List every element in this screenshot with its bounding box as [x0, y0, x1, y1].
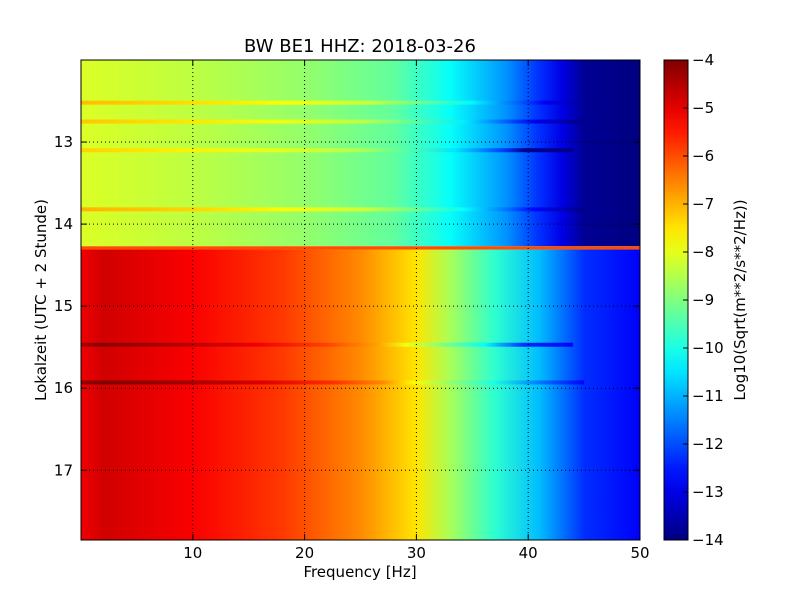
colorbar-tick-label: −9 — [692, 291, 714, 309]
x-tick-label: 30 — [407, 544, 426, 562]
y-tick-label: 17 — [54, 461, 73, 479]
spectrogram-regime — [81, 60, 640, 247]
colorbar-tick-label: −8 — [692, 243, 714, 261]
transition-band — [81, 246, 640, 250]
plot-frame — [80, 59, 641, 541]
spectrogram-regime — [81, 249, 640, 540]
colorbar-ticks: −4 −5 −6 −7 −8 −9 −10 −11 −12 −13 −14 — [683, 51, 724, 549]
x-axis-label: Frequency [Hz] — [303, 563, 416, 581]
colorbar-tick-label: −6 — [692, 147, 714, 165]
x-tick-label: 10 — [183, 544, 202, 562]
colorbar-tick-label: −13 — [692, 483, 724, 501]
axis-ticks: 10 20 30 40 50 13 14 15 16 17 — [54, 60, 650, 562]
y-tick-label: 14 — [54, 215, 73, 233]
grid-lines — [81, 60, 640, 540]
x-tick-label: 40 — [519, 544, 538, 562]
spectral-streak — [81, 119, 585, 124]
colorbar-tick-label: −12 — [692, 435, 724, 453]
spectral-streak — [81, 207, 585, 212]
y-tick-label: 15 — [54, 297, 73, 315]
spectral-streak — [81, 148, 573, 153]
y-tick-label: 13 — [54, 133, 73, 151]
x-tick-label: 50 — [630, 544, 649, 562]
y-tick-label: 16 — [54, 379, 73, 397]
colorbar-label: Log10(Sqrt(m**2/s**2/Hz)) — [731, 199, 749, 400]
colorbar-tick-label: −11 — [692, 387, 724, 405]
spectral-streak — [81, 342, 573, 347]
y-axis-label: Lokalzeit (UTC + 2 Stunde) — [32, 199, 50, 401]
colorbar-tick-label: −14 — [692, 531, 724, 549]
colorbar-tick-label: −4 — [692, 51, 714, 69]
x-tick-label: 20 — [295, 544, 314, 562]
chart-title: BW BE1 HHZ: 2018-03-26 — [244, 36, 476, 57]
spectral-streak — [81, 100, 596, 105]
colorbar-tick-label: −7 — [692, 195, 714, 213]
plot-area — [81, 60, 640, 540]
colorbar-tick-label: −5 — [692, 99, 714, 117]
spectral-streak — [81, 380, 585, 385]
colorbar-tick-label: −10 — [692, 339, 724, 357]
